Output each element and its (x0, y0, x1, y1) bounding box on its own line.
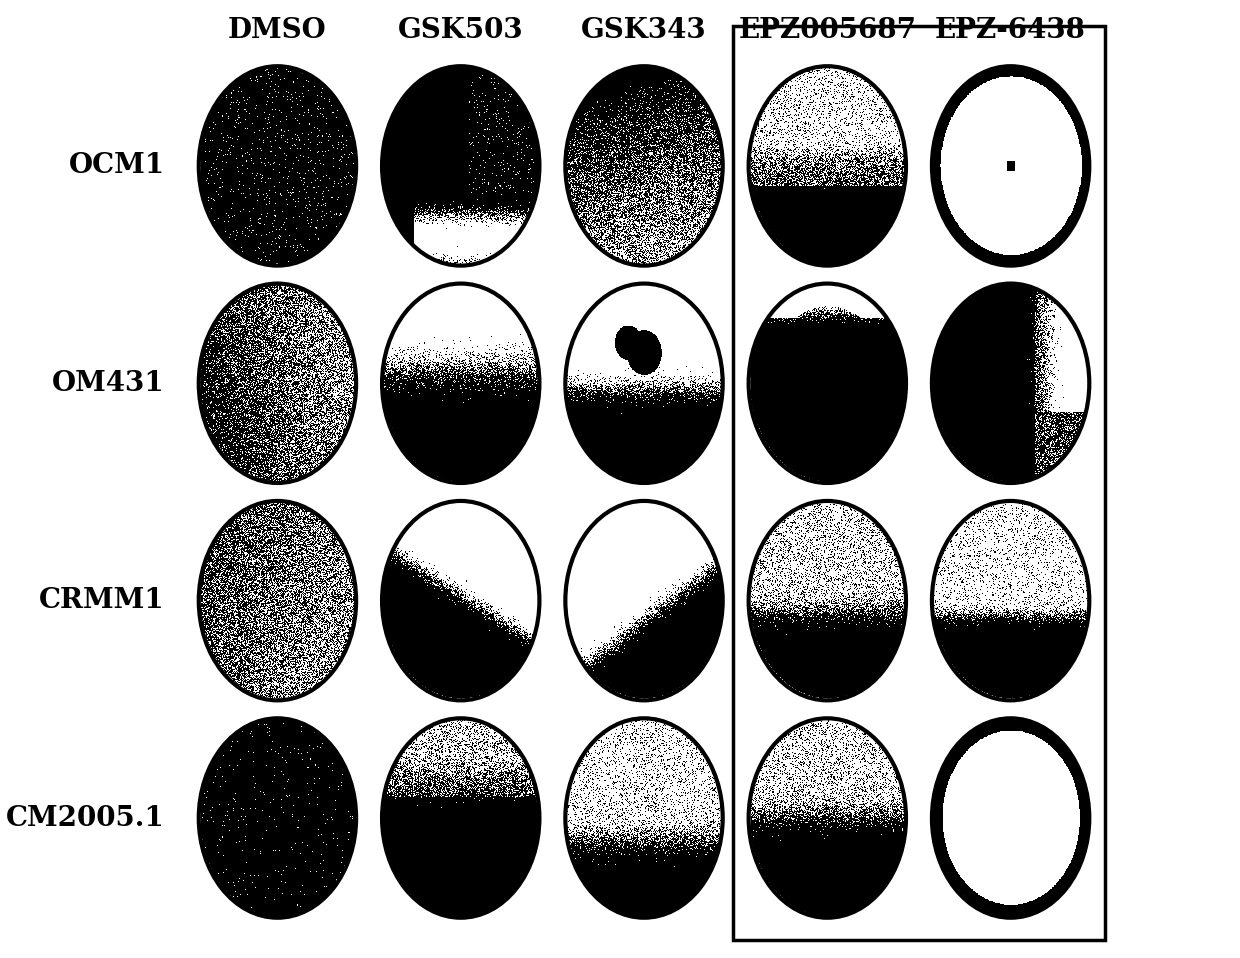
Text: GSK503: GSK503 (398, 17, 523, 44)
Text: OM431: OM431 (52, 370, 165, 397)
Text: EPZ005687: EPZ005687 (738, 17, 916, 44)
Bar (733, 26, 1105, 940)
Text: CM2005.1: CM2005.1 (6, 805, 165, 832)
Text: EPZ-6438: EPZ-6438 (935, 17, 1086, 44)
Text: OCM1: OCM1 (68, 152, 165, 179)
Text: GSK343: GSK343 (582, 17, 707, 44)
Text: DMSO: DMSO (228, 17, 327, 44)
Text: CRMM1: CRMM1 (40, 587, 165, 614)
